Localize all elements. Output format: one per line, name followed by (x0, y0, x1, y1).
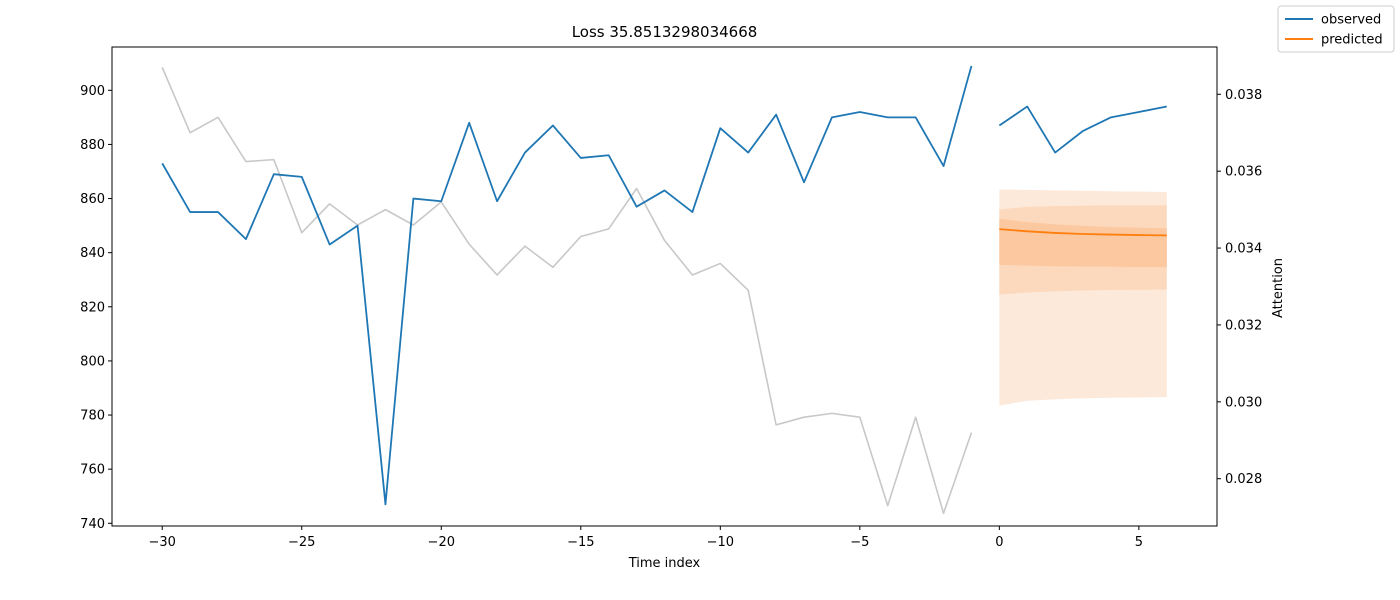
legend-label-predicted: predicted (1321, 33, 1383, 48)
x-axis-title: Time index (628, 556, 701, 571)
x-tick-label: −30 (149, 535, 176, 550)
y-tick-label: 880 (80, 138, 105, 153)
y-axis-ticks: 740 760 780 800 820 840 860 880 900 (80, 84, 112, 532)
y2-tick-label: 0.034 (1225, 242, 1262, 257)
series-lines (161, 65, 1167, 515)
x-tick-label: −5 (850, 535, 869, 550)
y-tick-label: 860 (80, 192, 105, 207)
legend-box (1277, 5, 1395, 53)
x-axis-ticks: −30 −25 −20 −15 −10 −5 0 5 (149, 526, 1143, 550)
y2-axis-title: Attention (1271, 258, 1286, 318)
y-tick-label: 780 (80, 409, 105, 424)
y2-axis-ticks: 0.028 0.030 0.032 0.034 0.036 0.038 (1217, 88, 1262, 487)
y-tick-label: 740 (80, 517, 105, 532)
y2-tick-label: 0.030 (1225, 395, 1262, 410)
chart-title: Loss 35.8513298034668 (572, 23, 758, 41)
predicted-line-2 (999, 228, 1167, 237)
y-tick-label: 820 (80, 300, 105, 315)
plot-frame (111, 46, 1218, 527)
x-tick-label: −15 (567, 535, 594, 550)
quantile-band-2 (999, 218, 1167, 268)
legend-label-observed: observed (1321, 13, 1381, 28)
observed-line-0 (161, 65, 973, 506)
x-tick-label: −25 (288, 535, 315, 550)
x-tick-label: −10 (707, 535, 734, 550)
legend: observed predicted (1277, 5, 1395, 53)
y2-tick-label: 0.032 (1225, 318, 1262, 333)
y-tick-label: 760 (80, 463, 105, 478)
y2-tick-label: 0.036 (1225, 165, 1262, 180)
observed-line-1 (998, 105, 1167, 154)
y2-tick-label: 0.028 (1225, 472, 1262, 487)
y-tick-label: 800 (80, 354, 105, 369)
x-tick-label: 5 (1135, 535, 1143, 550)
y-tick-label: 840 (80, 246, 105, 261)
x-tick-label: −20 (428, 535, 455, 550)
prediction-quantile-bands (999, 189, 1167, 406)
y2-tick-label: 0.038 (1225, 88, 1262, 103)
y-tick-label: 900 (80, 84, 105, 99)
x-tick-label: 0 (995, 535, 1003, 550)
attention-line (161, 67, 973, 515)
